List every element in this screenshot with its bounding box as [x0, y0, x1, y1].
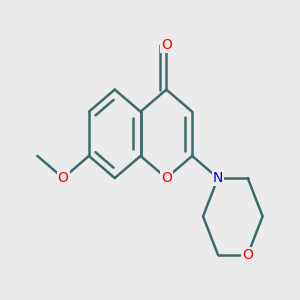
Text: N: N [213, 171, 223, 185]
Text: O: O [161, 171, 172, 185]
Text: O: O [242, 248, 253, 262]
Text: O: O [161, 38, 172, 52]
Text: O: O [58, 171, 69, 185]
